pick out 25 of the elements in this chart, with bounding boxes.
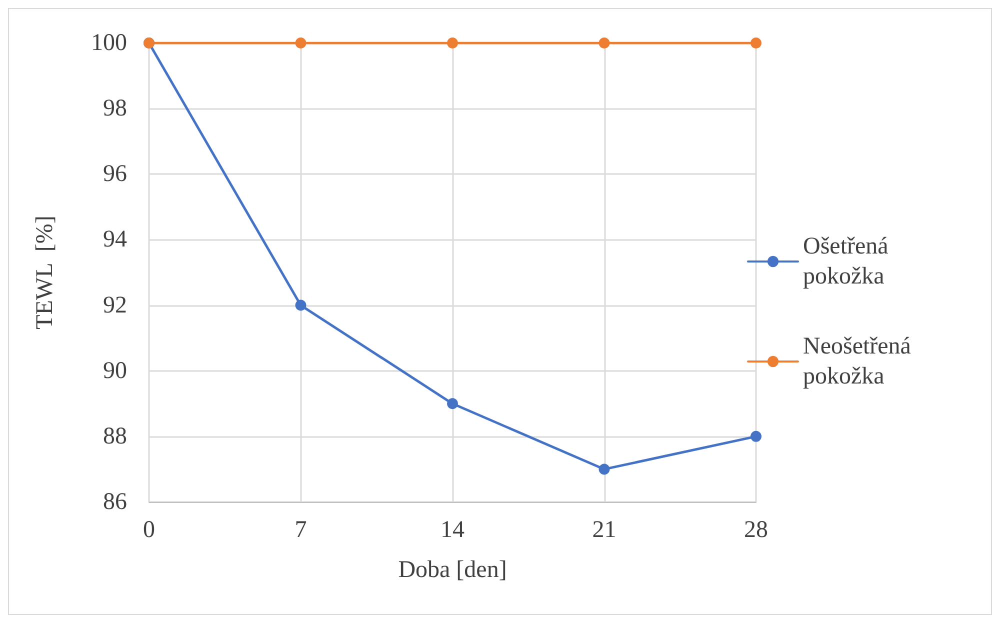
y-tick-label: 94 [103, 226, 127, 253]
x-axis-title: Doba [den] [398, 557, 507, 583]
x-tick-label: 0 [143, 517, 155, 543]
y-tick-label: 98 [103, 96, 127, 122]
y-tick-label: 86 [103, 489, 127, 515]
point [598, 38, 610, 48]
y-tick-label: 92 [103, 292, 127, 318]
y-axis-title: TEWL [%] [32, 216, 58, 330]
x-tick-label: 14 [440, 517, 464, 543]
point [295, 300, 306, 311]
point [750, 38, 762, 48]
y-tick-label: 90 [103, 358, 127, 384]
point [447, 398, 458, 410]
legend-label: Neošetřená pokožka [803, 334, 917, 390]
y-tick-label: 88 [103, 423, 127, 450]
point [295, 38, 306, 48]
point [750, 430, 762, 442]
legend-label: Ošetřená pokožka [803, 234, 894, 290]
x-tick-label: 28 [744, 517, 768, 543]
point [447, 38, 458, 48]
y-tick-label: 96 [103, 161, 127, 188]
x-tick-label: 7 [294, 517, 307, 543]
point [598, 464, 610, 475]
y-tick-label: 100 [91, 30, 127, 56]
x-tick-label: 21 [592, 517, 616, 543]
